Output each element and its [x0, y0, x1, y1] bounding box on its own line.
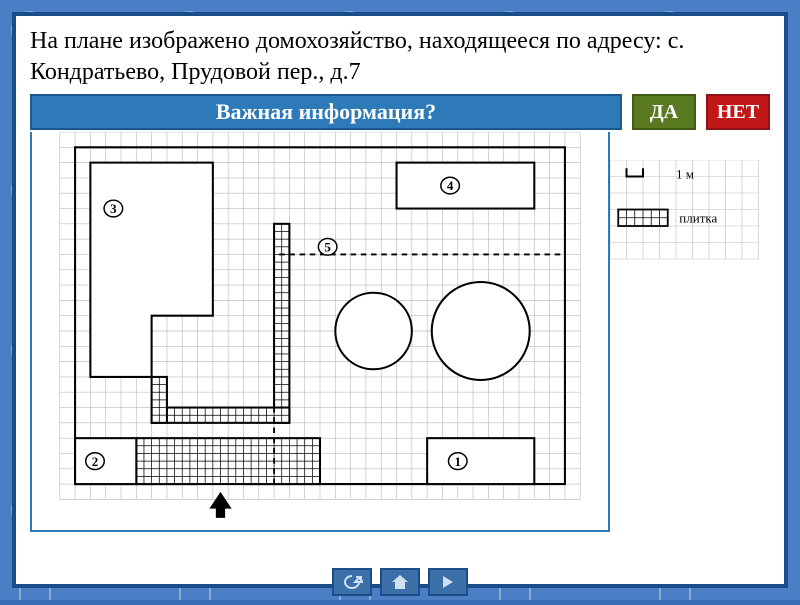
- svg-text:1: 1: [455, 454, 461, 469]
- nav-bar: [332, 568, 468, 596]
- yes-button[interactable]: ДА: [632, 94, 696, 130]
- question-text: На плане изображено домохозяйство, наход…: [30, 26, 770, 88]
- svg-text:5: 5: [324, 240, 331, 255]
- svg-text:1 м: 1 м: [676, 167, 694, 182]
- content-frame: На плане изображено домохозяйство, наход…: [12, 12, 788, 588]
- svg-text:плитка: плитка: [679, 211, 717, 226]
- nav-home-button[interactable]: [380, 568, 420, 596]
- plan-area: 1 2 3 4 5 1 м плитка: [30, 132, 770, 532]
- svg-text:3: 3: [110, 202, 117, 217]
- svg-text:4: 4: [447, 179, 454, 194]
- action-row: Важная информация? ДА НЕТ: [30, 94, 770, 130]
- no-button[interactable]: НЕТ: [706, 94, 770, 130]
- floor-plan: 1 2 3 4 5: [30, 132, 610, 532]
- nav-back-button[interactable]: [332, 568, 372, 596]
- svg-text:2: 2: [92, 454, 98, 469]
- nav-next-button[interactable]: [428, 568, 468, 596]
- legend: 1 м плитка: [610, 160, 770, 280]
- info-bar[interactable]: Важная информация?: [30, 94, 622, 130]
